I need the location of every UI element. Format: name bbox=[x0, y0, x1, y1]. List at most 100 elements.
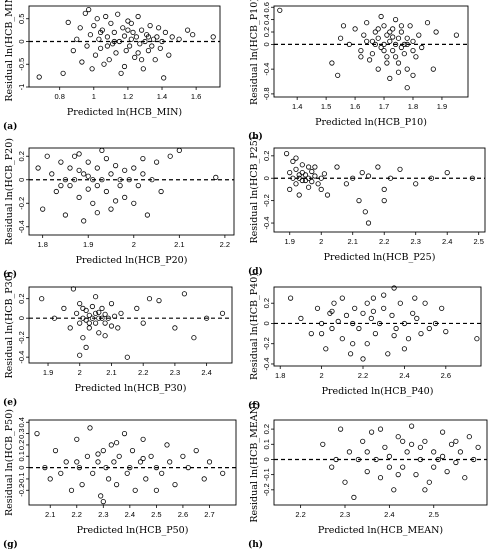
residual-point bbox=[124, 354, 130, 360]
residual-point bbox=[81, 218, 87, 224]
residual-point bbox=[98, 29, 104, 36]
residual-point bbox=[94, 16, 100, 22]
residual-point bbox=[76, 464, 83, 471]
x-tick-label: 2.6 bbox=[441, 371, 451, 380]
residual-point bbox=[339, 295, 345, 301]
residual-point bbox=[158, 188, 164, 195]
residual-point bbox=[401, 346, 407, 352]
plot-frame bbox=[28, 5, 221, 88]
residual-point bbox=[40, 206, 46, 212]
residual-point bbox=[113, 198, 119, 204]
residual-point bbox=[287, 186, 293, 192]
residual-point bbox=[414, 315, 420, 321]
residual-point bbox=[355, 456, 361, 463]
residual-point bbox=[397, 300, 403, 306]
residual-point bbox=[377, 426, 384, 432]
residual-point bbox=[162, 29, 168, 36]
residual-point bbox=[384, 54, 390, 60]
panel-label: (a) bbox=[3, 121, 17, 132]
residual-point bbox=[134, 305, 140, 311]
residual-point bbox=[395, 471, 401, 478]
residual-point bbox=[377, 475, 384, 481]
residual-point bbox=[113, 50, 119, 56]
residual-point bbox=[314, 305, 321, 311]
residual-point bbox=[51, 315, 58, 321]
y-tick-label: -0.5 bbox=[17, 58, 26, 71]
residual-point bbox=[42, 464, 48, 471]
residual-point bbox=[387, 175, 394, 181]
residual-point bbox=[104, 43, 111, 49]
residual-point bbox=[370, 308, 376, 314]
residual-point bbox=[102, 320, 108, 326]
residual-point bbox=[84, 453, 91, 459]
residual-point bbox=[400, 438, 406, 444]
residual-point bbox=[435, 456, 441, 463]
panel-3: 1.8 1.9 2 2.1 2.2 -0.4 -0.2 0 0.2 Predicted ln(HC… bbox=[3, 138, 235, 280]
residual-point bbox=[333, 456, 339, 463]
residual-point bbox=[395, 35, 402, 41]
residual-point bbox=[154, 34, 160, 40]
residual-point bbox=[121, 33, 128, 39]
residual-point bbox=[90, 177, 96, 183]
residual-point bbox=[140, 455, 146, 462]
residual-point bbox=[122, 194, 128, 200]
residual-point bbox=[39, 296, 45, 302]
y-tick-label: -0.2 bbox=[262, 337, 271, 350]
residual-point bbox=[89, 315, 96, 321]
y-tick-label: 0 bbox=[17, 466, 26, 470]
residual-point bbox=[469, 175, 475, 181]
residual-point bbox=[220, 470, 226, 476]
x-axis-label: Predicted ln(HCB_MIN) bbox=[67, 107, 182, 118]
residual-point bbox=[364, 20, 370, 26]
residual-point bbox=[395, 434, 401, 440]
residual-point bbox=[431, 449, 437, 455]
residual-point bbox=[404, 35, 410, 41]
residual-point bbox=[360, 356, 366, 362]
residual-point bbox=[96, 330, 102, 336]
residual-point bbox=[443, 328, 449, 335]
residual-point bbox=[293, 155, 299, 161]
residual-point bbox=[140, 156, 146, 162]
y-axis-label: Residual ln(HCB_P50) bbox=[4, 409, 15, 516]
residual-point bbox=[67, 325, 73, 331]
residual-point bbox=[83, 344, 89, 350]
x-tick-label: 1.8 bbox=[408, 102, 418, 111]
x-tick-label: 1.7 bbox=[379, 102, 389, 111]
residual-point bbox=[153, 487, 159, 493]
residual-point bbox=[384, 60, 390, 66]
residual-point bbox=[368, 315, 374, 321]
residual-point bbox=[375, 26, 381, 32]
y-tick-label: -0.4 bbox=[262, 63, 271, 76]
residual-point bbox=[99, 147, 105, 153]
panel-label: (f) bbox=[248, 400, 260, 411]
panel-label: (d) bbox=[248, 266, 263, 277]
residual-point bbox=[94, 210, 100, 216]
x-tick-label: 1 bbox=[92, 92, 96, 101]
residual-point bbox=[83, 317, 89, 323]
residual-point bbox=[358, 54, 364, 60]
residual-point bbox=[350, 320, 356, 327]
x-tick-label: 2.1 bbox=[174, 240, 184, 249]
residual-point bbox=[47, 476, 53, 482]
y-tick-label: -0.2 bbox=[17, 197, 26, 210]
residual-point bbox=[108, 206, 114, 212]
residual-point bbox=[114, 440, 120, 446]
residual-point bbox=[137, 459, 144, 465]
residual-point bbox=[368, 429, 375, 435]
residual-point bbox=[127, 43, 133, 49]
residual-point bbox=[416, 32, 422, 38]
residual-point bbox=[410, 47, 416, 54]
residual-point bbox=[384, 32, 390, 38]
y-tick-label: 0.6 bbox=[262, 2, 271, 12]
residual-point bbox=[331, 300, 337, 306]
x-tick-label: 1.8 bbox=[275, 371, 285, 380]
residual-point bbox=[114, 481, 120, 488]
y-tick-label: 0 bbox=[262, 321, 271, 325]
residual-point bbox=[318, 320, 325, 327]
residual-point bbox=[369, 51, 375, 57]
residual-point bbox=[87, 425, 93, 431]
residual-point bbox=[471, 456, 477, 463]
residual-point bbox=[86, 320, 92, 326]
residual-point bbox=[431, 464, 437, 470]
